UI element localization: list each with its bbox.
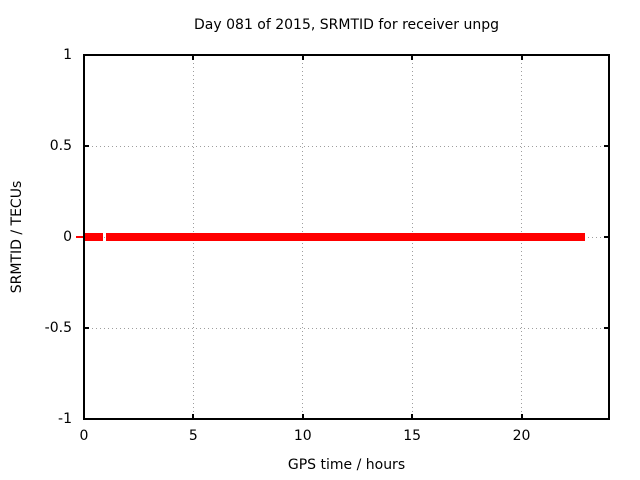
y-tick-label: 0 — [63, 229, 72, 245]
x-tick-mark-bottom — [411, 414, 414, 419]
y-tick-mark-right — [604, 327, 609, 329]
x-tick-label: 10 — [293, 428, 312, 444]
x-tick-mark-top — [192, 55, 195, 60]
y-tick-mark-left — [84, 54, 89, 56]
x-tick-mark-bottom — [192, 414, 195, 419]
y-tick-mark-right — [604, 54, 609, 56]
y-tick-mark-left — [84, 145, 89, 147]
x-tick-mark-top — [411, 55, 414, 60]
x-tick-mark-top — [301, 55, 304, 60]
y-tick-mark-right — [604, 418, 609, 420]
y-tick-label: 0.5 — [49, 138, 72, 154]
x-tick-label: 20 — [512, 428, 531, 444]
series-line-segment — [85, 233, 104, 241]
series-line-segment — [76, 236, 87, 238]
y-tick-mark-left — [84, 418, 89, 420]
x-tick-mark-bottom — [520, 414, 523, 419]
x-tick-label: 5 — [188, 428, 198, 444]
x-tick-label: 15 — [403, 428, 422, 444]
plot-area — [76, 54, 610, 420]
gridline-horizontal — [84, 145, 609, 147]
x-axis-label: GPS time / hours — [287, 457, 406, 473]
y-tick-mark-right — [604, 236, 609, 238]
y-tick-mark-right — [604, 145, 609, 147]
x-tick-label: 0 — [79, 428, 89, 444]
y-tick-mark-left — [84, 327, 89, 329]
y-tick-label: 1 — [63, 47, 72, 63]
x-tick-mark-top — [520, 55, 523, 60]
series-line-segment — [105, 233, 585, 241]
chart-title: Day 081 of 2015, SRMTID for receiver unp… — [194, 17, 499, 33]
y-tick-label: -1 — [58, 411, 72, 427]
gridline-horizontal — [84, 327, 609, 329]
y-tick-label: -0.5 — [44, 320, 72, 336]
x-tick-mark-bottom — [301, 414, 304, 419]
